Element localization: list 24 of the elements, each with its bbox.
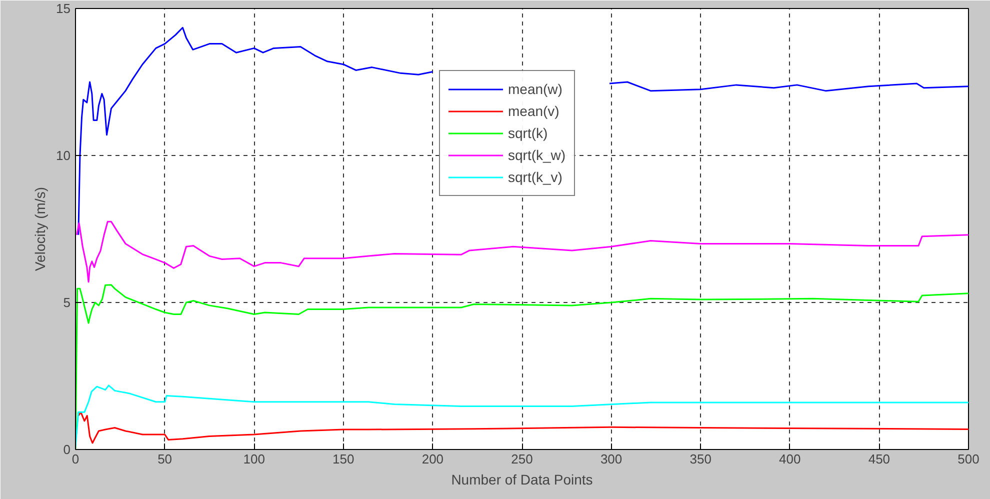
x-tick-label: 250 [511,452,533,466]
x-tick-label: 50 [158,452,172,466]
x-tick-label: 400 [779,452,801,466]
x-axis-title: Number of Data Points [451,472,593,488]
x-tick-label: 300 [600,452,622,466]
line-series [76,384,968,448]
x-tick-label: 150 [332,452,354,466]
line-series [76,220,968,283]
legend-label: sqrt(k) [508,125,548,141]
x-tick-label: 100 [243,452,265,466]
x-tick-label: 450 [868,452,890,466]
y-axis-title: Velocity (m/s) [32,186,48,272]
legend-label: sqrt(k_w) [508,147,566,163]
line-series [78,411,968,444]
legend-label: mean(w) [508,81,562,97]
x-tick-label: 350 [690,452,712,466]
y-tick-label: 15 [56,1,71,16]
legend-label: mean(v) [508,103,560,119]
y-tick-label: 5 [63,295,71,310]
x-tick-label: 200 [422,452,444,466]
y-tick-label: 0 [63,442,71,457]
y-tick-label: 10 [56,148,71,163]
legend-label: sqrt(k_v) [508,169,562,185]
x-tick-label: 500 [958,452,980,466]
